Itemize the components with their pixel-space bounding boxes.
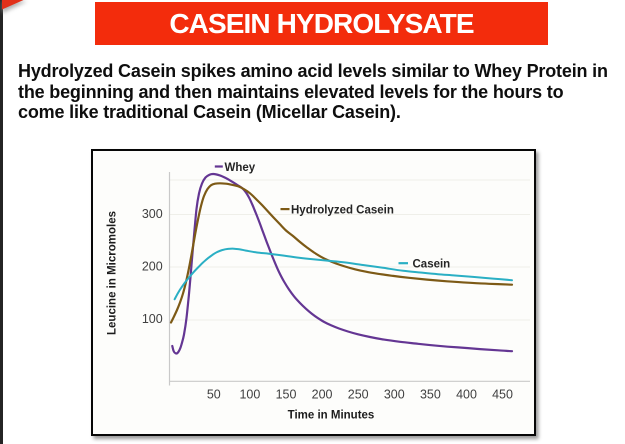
svg-text:Casein: Casein: [413, 259, 451, 271]
svg-text:150: 150: [276, 388, 297, 402]
svg-text:100: 100: [239, 388, 260, 402]
svg-text:Whey: Whey: [225, 162, 256, 174]
svg-text:250: 250: [348, 388, 369, 402]
svg-text:Leucine in Micromoles: Leucine in Micromoles: [107, 211, 119, 335]
svg-text:300: 300: [384, 388, 405, 402]
svg-text:400: 400: [456, 388, 477, 402]
svg-text:100: 100: [142, 312, 163, 326]
svg-text:Hydrolyzed Casein: Hydrolyzed Casein: [291, 204, 394, 216]
svg-text:350: 350: [420, 388, 441, 402]
svg-text:300: 300: [142, 207, 163, 221]
svg-text:50: 50: [207, 388, 221, 402]
svg-text:450: 450: [492, 388, 513, 402]
svg-text:Time in Minutes: Time in Minutes: [288, 410, 375, 422]
svg-text:200: 200: [142, 260, 163, 274]
svg-text:200: 200: [312, 388, 333, 402]
